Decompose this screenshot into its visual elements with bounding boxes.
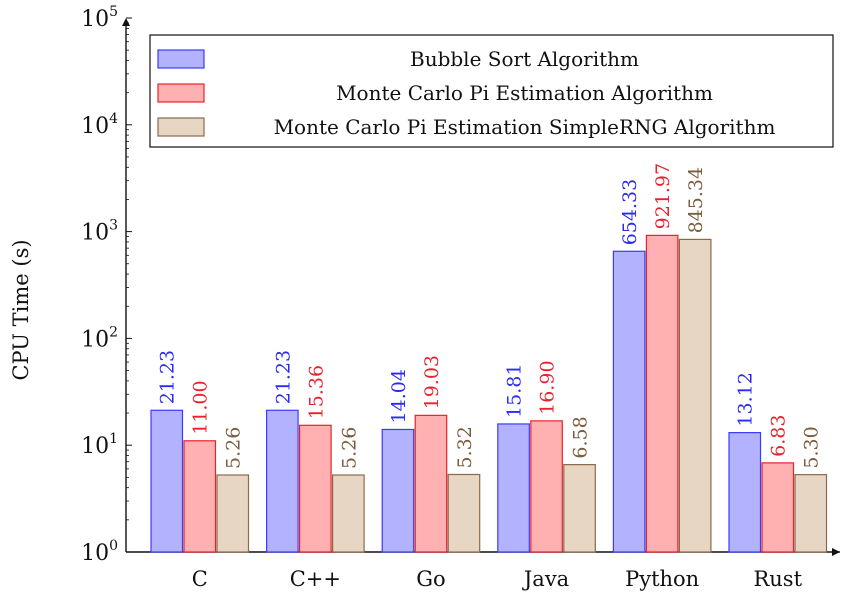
bar [497,423,530,553]
bar [414,414,448,553]
bar [381,428,415,553]
bar [563,464,596,553]
data-label: 11.00 [190,380,212,434]
data-label: 5.32 [454,426,476,468]
data-label: 16.90 [537,360,559,414]
data-label: 13.12 [735,372,757,426]
legend-swatch [157,117,205,137]
data-label: 21.23 [157,350,179,404]
bar [678,238,712,553]
data-label: 5.30 [801,426,823,468]
legend-entry: Monte Carlo Pi Estimation SimpleRNG Algo… [274,115,776,139]
bar [150,409,184,553]
data-label: 15.81 [504,364,526,418]
bar [794,474,828,553]
data-label: 5.26 [223,427,245,469]
data-label: 6.83 [768,415,790,457]
bar [299,424,332,553]
bar [183,440,217,553]
bar [761,462,795,553]
legend-box [149,34,834,148]
legend-swatch [157,49,205,69]
data-label: 6.58 [570,416,592,458]
data-label: 21.23 [272,350,294,404]
bar [447,473,481,553]
data-label: 19.03 [421,355,443,409]
data-labels: 21.23 11.00 5.26 21.23 15.36 5.26 14.04 19.03 5.… [157,163,823,469]
x-tick-label: Java [522,567,569,591]
legend-entry: Bubble Sort Algorithm [410,47,639,71]
x-axis-arrow [832,548,840,556]
data-label: 15.36 [305,365,327,419]
data-label: 5.26 [338,427,360,469]
data-label: 845.34 [685,167,707,233]
data-label: 14.04 [388,369,410,423]
bars [150,234,828,553]
bar [728,432,762,553]
legend-swatch [157,83,205,103]
x-tick-label: Rust [753,567,802,591]
y-tick-label: 105 [81,4,118,32]
legend: Bubble Sort Algorithm Monte Carlo Pi Esti… [149,34,834,148]
x-tick-label: C++ [290,567,341,591]
y-tick-label: 100 [81,538,118,566]
bar [332,474,365,553]
y-tick-label: 102 [81,324,118,352]
x-tick-label: Python [625,567,699,591]
bar [216,474,250,553]
data-label: 654.33 [619,179,641,245]
y-tick-label: 104 [81,111,118,139]
bar [266,409,299,553]
bar [530,420,563,553]
axes: 100 101 102 103 104 105 C C++ Go Java Python Rust [81,4,840,591]
legend-entry: Monte Carlo Pi Estimation Algorithm [336,81,713,105]
x-tick-label: C [192,567,208,591]
y-axis-label: CPU Time (s) [9,239,33,380]
bar [645,234,679,553]
y-tick-label: 103 [81,218,118,246]
y-axis-arrow [122,18,130,26]
x-tick-label: Go [416,567,445,591]
y-tick-label: 101 [81,431,118,459]
data-label: 921.97 [652,163,674,229]
bar [612,250,646,553]
